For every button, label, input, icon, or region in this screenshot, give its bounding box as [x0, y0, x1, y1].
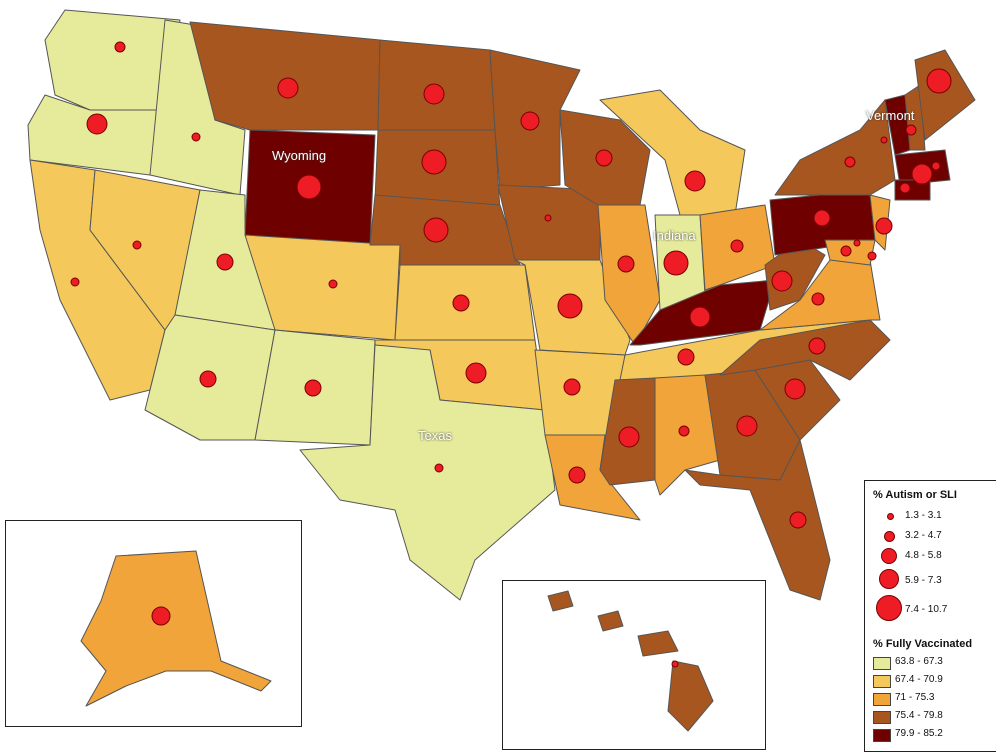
legend-circle-2 [884, 531, 895, 542]
circle-tennessee [677, 348, 695, 366]
state-michigan [599, 89, 746, 216]
state-hawaii-kauai [547, 590, 574, 612]
state-louisiana [544, 434, 641, 521]
circle-arkansas [563, 378, 581, 396]
label-texas: Texas [418, 428, 452, 443]
circle-alabama [678, 425, 690, 437]
circle-south-carolina [784, 378, 806, 400]
alaska-map [80, 550, 272, 707]
circle-arizona [199, 370, 217, 388]
hawaii-inset [502, 580, 766, 750]
state-hawaii-oahu [597, 610, 624, 632]
circle-massachusetts [911, 163, 933, 185]
circle-nebraska [423, 217, 449, 243]
state-texas [299, 344, 556, 601]
circle-oregon [86, 113, 108, 135]
circle-hawaii [671, 660, 679, 668]
hawaii-map [547, 590, 714, 732]
legend-circle-4 [879, 569, 899, 589]
state-florida [684, 439, 831, 601]
circle-north-carolina [808, 337, 826, 355]
circle-missouri [557, 293, 583, 319]
circle-utah [216, 253, 234, 271]
circle-kansas [452, 294, 470, 312]
circle-maine [926, 68, 952, 94]
circle-pennsylvania [813, 209, 831, 227]
circle-georgia [736, 415, 758, 437]
circle-dc [853, 239, 861, 247]
circle-wisconsin [595, 149, 613, 167]
circle-north-dakota [423, 83, 445, 105]
circle-ohio [730, 239, 744, 253]
legend-circle-3 [881, 548, 897, 564]
state-montana [189, 21, 381, 131]
circle-nevada [132, 240, 142, 250]
legend-swatch-5 [873, 729, 891, 742]
circle-alaska [151, 606, 171, 626]
state-alaska [80, 550, 272, 707]
circle-california [70, 277, 80, 287]
label-indiana: Indiana [653, 228, 696, 243]
state-hawaii-maui [637, 630, 679, 657]
state-illinois [597, 204, 661, 346]
circle-mississippi [618, 426, 640, 448]
legend-swatch-1 [873, 657, 891, 670]
circle-michigan [684, 170, 706, 192]
alaska-inset [5, 520, 302, 727]
circle-montana [277, 77, 299, 99]
circle-new-mexico [304, 379, 322, 397]
legend-swatch-4 [873, 711, 891, 724]
circle-new-jersey [875, 217, 893, 235]
circle-wyoming [296, 174, 322, 200]
legend-circle-5 [876, 595, 902, 621]
circle-kentucky [689, 306, 711, 328]
circle-rhode-island [931, 161, 941, 171]
circle-south-dakota [421, 149, 447, 175]
circle-connecticut [899, 182, 911, 194]
legend: % Autism or SLI 1.3 - 3.1 3.2 - 4.7 4.8 … [864, 480, 996, 752]
circle-illinois [617, 255, 635, 273]
circle-florida [789, 511, 807, 529]
label-wyoming: Wyoming [272, 148, 327, 163]
legend-circles-title: % Autism or SLI [873, 489, 957, 501]
circle-new-york [844, 156, 856, 168]
circle-louisiana [568, 466, 586, 484]
circle-indiana [663, 250, 689, 276]
legend-fill-title: % Fully Vaccinated [873, 638, 973, 650]
circle-west-virginia [771, 270, 793, 292]
circle-idaho [191, 132, 201, 142]
circle-virginia [811, 292, 825, 306]
circle-texas [434, 463, 444, 473]
circle-new-hampshire [905, 124, 917, 136]
circle-oklahoma [465, 362, 487, 384]
label-vermont: Vermont [866, 108, 915, 123]
legend-swatch-2 [873, 675, 891, 688]
circle-iowa [544, 214, 552, 222]
state-north-carolina [719, 319, 891, 381]
circle-delaware [867, 251, 877, 261]
circle-colorado [328, 279, 338, 289]
circle-minnesota [520, 111, 540, 131]
circle-washington [114, 41, 126, 53]
legend-swatch-3 [873, 693, 891, 706]
circle-maryland [840, 245, 852, 257]
legend-circle-1 [887, 513, 894, 520]
circle-vermont [880, 136, 888, 144]
state-hawaii-big-island [667, 660, 714, 732]
